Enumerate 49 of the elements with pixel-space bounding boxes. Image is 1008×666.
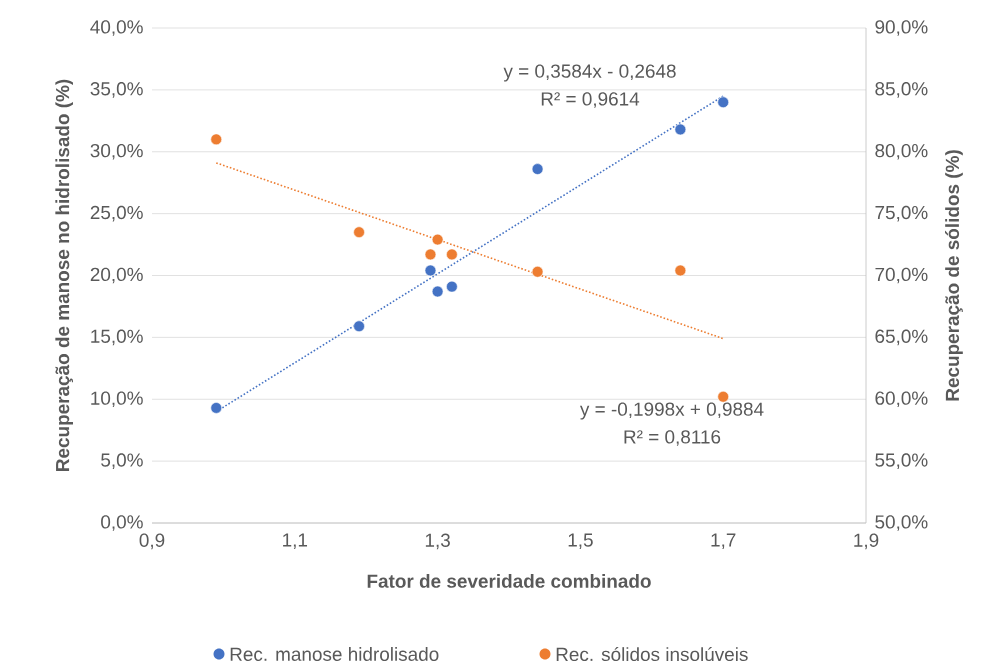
point [446,248,458,261]
x-tick-label: 0,9 [139,533,165,550]
y-tick-label: 5,0% [101,453,143,469]
y-tick-label: 0,0% [101,515,143,531]
point [531,266,544,278]
y2-tick-label: 90,0% [875,20,928,36]
x-tick-label: 1,7 [711,533,736,549]
y2-tick-label: 55,0% [875,453,928,469]
point [431,285,444,298]
y2-tick-label: 70,0% [875,267,928,284]
legend-label: Rec. sólidos insolúveis [556,646,748,662]
y-tick-label: 30,0% [90,143,143,160]
point [531,163,544,175]
y2-axis-title: Recuperação de sólidos (%) [945,150,963,401]
point [717,390,729,403]
point [424,248,437,261]
point [717,96,729,109]
x-tick-label: 1,3 [425,533,450,550]
annotation: R² = 0,8116 [624,430,721,446]
y2-tick-label: 50,0% [875,515,928,531]
annotation: R² = 0,9614 [541,92,640,108]
y-tick-label: 25,0% [90,205,143,222]
legend-label: Rec. manose hidrolisado [230,647,439,661]
y2-tick-label: 85,0% [875,82,928,98]
annotation: y = 0,3584x - 0,2648 [503,64,676,82]
y-tick-label: 20,0% [90,267,143,284]
point [210,402,223,414]
y-axis-title: Recuperação de manose no hidrolisado (%) [55,79,73,471]
x-tick-label: 1,9 [854,533,879,550]
y2-tick-label: 75,0% [875,205,928,222]
y-tick-label: 35,0% [90,82,143,98]
point [431,233,444,246]
y-tick-label: 40,0% [90,20,143,36]
point [353,226,365,238]
point [353,320,365,333]
point [424,264,437,277]
point [446,280,458,293]
x-tick-label: 1,5 [568,533,593,549]
y2-tick-label: 60,0% [875,391,928,408]
point [674,123,687,136]
y2-tick-label: 80,0% [875,143,928,160]
point [674,264,687,277]
y-tick-label: 10,0% [91,391,143,408]
point [210,133,223,146]
y2-tick-label: 65,0% [875,329,928,346]
x-axis-title: Fator de severidade combinado [367,573,651,588]
x-tick-label: 1,1 [283,533,308,549]
y-tick-label: 15,0% [91,329,143,346]
annotation: y = -0,1998x + 0,9884 [579,402,764,420]
